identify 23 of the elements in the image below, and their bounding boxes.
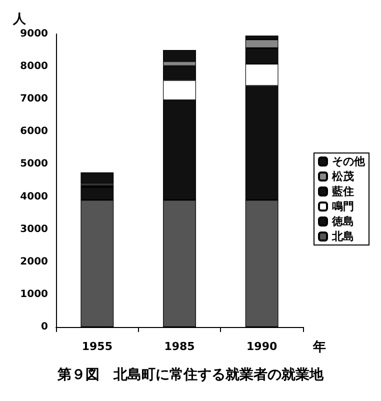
legend-label: 徳島 bbox=[331, 215, 354, 228]
y-tick-label: 9000 bbox=[20, 28, 48, 40]
x-axis-title: 年 bbox=[312, 340, 326, 355]
legend-label: 北島 bbox=[331, 230, 354, 243]
y-tick-label: 2000 bbox=[20, 256, 48, 268]
y-tick-label: 6000 bbox=[20, 126, 48, 138]
bar bbox=[80, 172, 114, 184]
text: 第９図 北島町に常住する就業者の就業地 bbox=[56, 367, 324, 383]
legend-label: 松茂 bbox=[331, 170, 354, 183]
y-tick-label: 3000 bbox=[20, 224, 48, 235]
y-tick-label: 7000 bbox=[20, 94, 48, 105]
x-tick-label: 1985 bbox=[164, 340, 195, 353]
y-tick-label: 5000 bbox=[20, 158, 48, 170]
y-tick-label: 8000 bbox=[20, 61, 48, 72]
y-tick-label: 0 bbox=[41, 322, 48, 332]
x-tick-label: 1990 bbox=[246, 340, 278, 353]
legend-label: 鳴門 bbox=[332, 200, 354, 213]
legend-label: その他 bbox=[332, 155, 366, 168]
y-tick-label: 4000 bbox=[20, 191, 48, 202]
x-tick-label: 1955 bbox=[82, 340, 112, 353]
y-tick-label: 1000 bbox=[20, 288, 48, 300]
y-axis-title: 人 bbox=[12, 12, 27, 27]
legend-label: 藍住 bbox=[331, 185, 354, 198]
